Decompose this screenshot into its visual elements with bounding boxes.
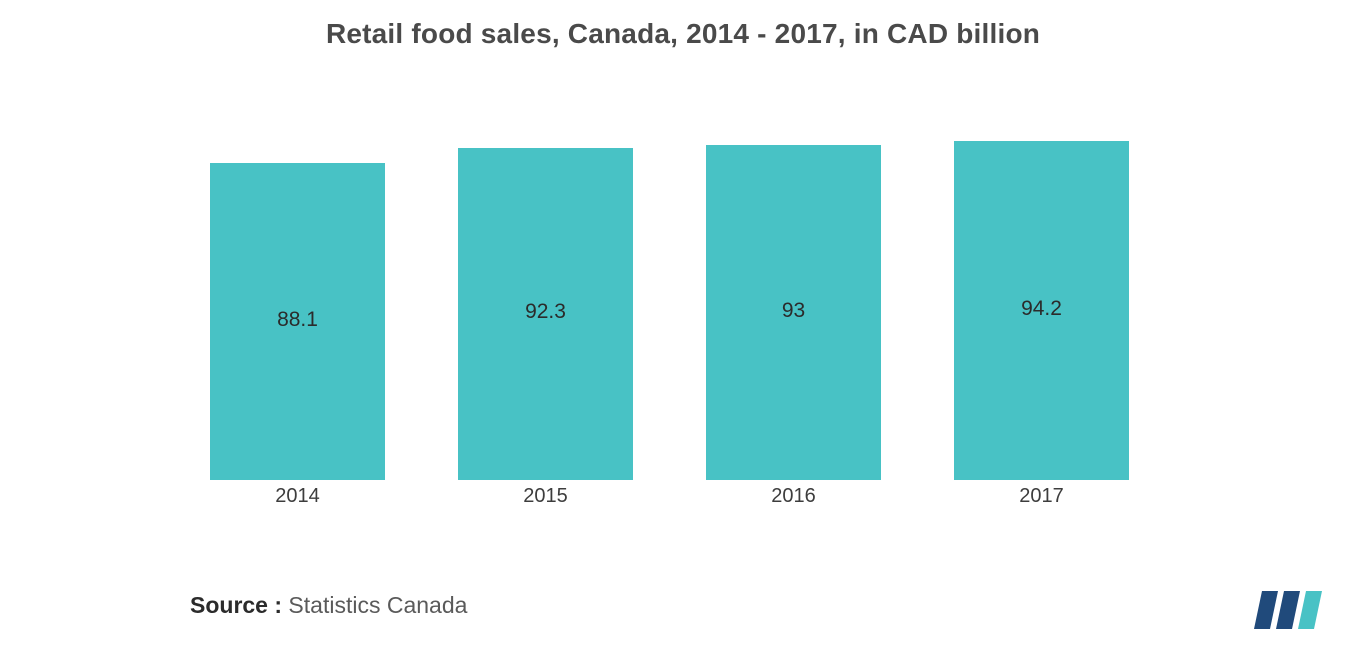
x-tick-label: 2014 (210, 485, 385, 508)
bar-value-label: 94.2 (954, 297, 1129, 321)
x-tick-label: 2016 (706, 485, 881, 508)
bar-value-label: 93 (706, 299, 881, 323)
bar-slot: 94.2 (954, 141, 1129, 480)
bar-value-label: 92.3 (458, 300, 633, 324)
bar-slot: 93 (706, 145, 881, 480)
bar-slot: 92.3 (458, 148, 633, 480)
x-tick-label: 2017 (954, 485, 1129, 508)
plot-area: 88.1 92.3 93 94.2 (210, 120, 1130, 480)
source-line: Source : Statistics Canada (190, 592, 467, 619)
chart-title: Retail food sales, Canada, 2014 - 2017, … (0, 18, 1366, 50)
bar-slot: 88.1 (210, 163, 385, 480)
x-tick-label: 2015 (458, 485, 633, 508)
bar-value-label: 88.1 (210, 308, 385, 332)
brand-logo-icon (1250, 585, 1328, 629)
source-text: Statistics Canada (288, 592, 467, 618)
x-axis-labels: 2014 2015 2016 2017 (210, 485, 1130, 515)
source-label: Source : (190, 592, 282, 618)
chart-container: Retail food sales, Canada, 2014 - 2017, … (0, 0, 1366, 655)
